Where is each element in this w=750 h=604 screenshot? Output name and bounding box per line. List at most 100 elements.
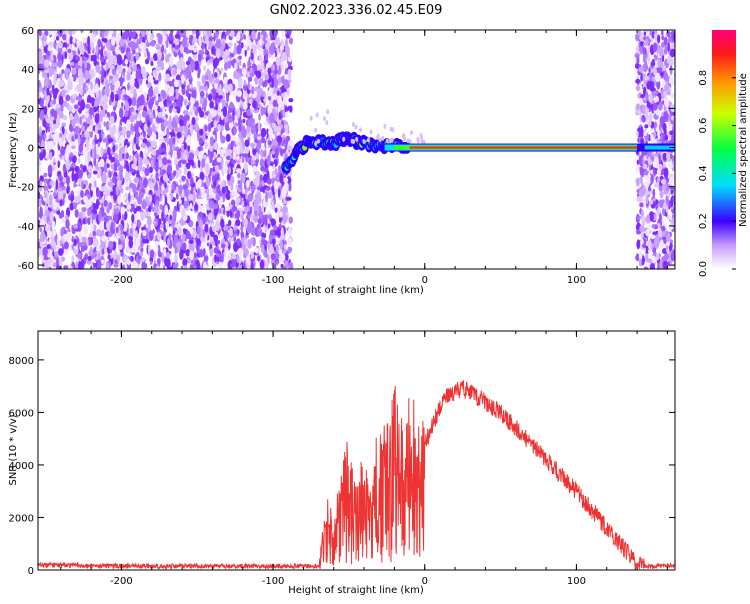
spectrogram-noise-cell (109, 65, 115, 70)
spectrogram-noise-cell (189, 263, 194, 269)
spectrogram-noise-cell (640, 73, 643, 82)
spectrogram-noise-cell (226, 93, 230, 103)
spectrogram-noise-cell (658, 163, 663, 171)
spectrogram-noise-cell (190, 60, 195, 71)
spectrogram-noise-cell (192, 30, 195, 36)
spectrogram-noise-cell (52, 98, 57, 105)
spectrogram-noise-cell (638, 83, 643, 93)
spectrogram-noise-cell (63, 241, 69, 250)
spectrogram-noise-cell (227, 149, 233, 155)
spectrogram-noise-cell (240, 237, 245, 245)
spectrogram-noise-cell (663, 36, 668, 46)
spectrogram-noise-cell (80, 163, 84, 169)
spectrogram-noise-cell (187, 111, 193, 116)
spectrogram-noise-cell (116, 254, 120, 263)
spectrogram-noise-cell (46, 140, 51, 152)
spectrogram-noise-cell (64, 51, 68, 60)
spectrogram-noise-cell (99, 158, 105, 168)
spectrogram-noise-cell (94, 83, 99, 93)
spectrogram-noise-cell (158, 159, 163, 167)
spectrogram-noise-cell (668, 59, 674, 66)
spectrogram-noise-cell (114, 93, 119, 103)
spectrogram-noise-cell (94, 180, 97, 188)
spectrogram-noise-cell (156, 257, 161, 265)
spectrogram-noise-cell (81, 207, 87, 212)
spectrogram-noise-cell (284, 153, 288, 160)
spectrogram-noise-cell (221, 186, 226, 194)
spectrogram-noise-cell (43, 133, 47, 139)
spectrogram-noise-cell (668, 162, 673, 169)
spectrogram-noise-cell (186, 60, 190, 66)
spectrogram-noise-cell (68, 171, 72, 177)
spectrogram-noise-cell (108, 231, 113, 237)
spectrogram-noise-cell (77, 242, 84, 248)
spectrogram-noise-cell (233, 127, 236, 135)
spectrogram-noise-cell (244, 200, 248, 207)
spectrogram-noise-cell (152, 133, 157, 141)
spectrogram-noise-cell (93, 210, 96, 215)
spectrogram-noise-cell (650, 174, 654, 184)
spectrogram-noise-cell (59, 111, 64, 119)
spectrogram-noise-cell (243, 262, 246, 269)
spectrogram-noise-cell (88, 107, 95, 116)
spectrogram-noise-cell (213, 142, 219, 150)
spectrogram-noise-cell (217, 145, 221, 151)
spectrogram-noise-cell (204, 141, 208, 150)
spectrogram-noise-cell (188, 220, 194, 228)
spectrogram-noise-cell (244, 139, 250, 148)
spectrogram-noise-cell (130, 31, 136, 39)
spectrogram-noise-cell (222, 146, 227, 155)
spectrogram-noise-cell (182, 258, 188, 267)
spectrogram-noise-cell (279, 253, 286, 263)
spectrogram-noise-cell (660, 133, 663, 144)
spectrogram-noise-cell (185, 67, 191, 78)
spectrogram-noise-cell (658, 46, 664, 57)
spectrogram-noise-cell (141, 30, 146, 37)
spectrogram-noise-cell (38, 191, 41, 201)
spectrogram-noise-cell (246, 255, 251, 266)
spectrogram-noise-cell (189, 250, 195, 261)
spectrogram-noise-cell (125, 144, 128, 155)
spectrogram-noise-cell (205, 176, 210, 188)
spectrogram-noise-cell (104, 218, 109, 223)
spectrogram-noise-cell (213, 234, 219, 242)
spectrogram-noise-cell (110, 191, 115, 196)
spectrogram-noise-cell (132, 49, 136, 55)
spectrogram-noise-cell (80, 189, 84, 199)
spectrogram-noise-cell (642, 63, 649, 72)
spectrogram-noise-cell (39, 175, 44, 183)
spectrogram-noise-cell (205, 92, 209, 99)
spectrogram-noise-cell (115, 48, 120, 55)
spectrogram-noise-cell (62, 47, 67, 52)
spectrogram-noise-cell (59, 199, 63, 207)
spectrogram-noise-cell (188, 152, 194, 161)
spectrogram-noise-cell (49, 127, 54, 133)
spectrogram-noise-cell (261, 106, 264, 116)
spectrogram-noise-cell (85, 138, 90, 150)
spectrogram-noise-cell (79, 116, 82, 126)
spectrogram-noise-cell (51, 117, 54, 123)
spectrogram-noise-cell (655, 95, 659, 104)
spectrogram-noise-cell (93, 156, 97, 167)
spectrogram-noise-cell (141, 188, 145, 193)
spectrogram-noise-cell (155, 265, 160, 269)
spectrogram-noise-cell (228, 219, 232, 227)
spectrogram-noise-cell (151, 140, 157, 149)
spectrogram-noise-cell (274, 207, 278, 213)
spectrogram-noise-cell (646, 81, 652, 90)
spectrogram-noise-cell (187, 144, 191, 152)
spectrogram-noise-cell (166, 159, 172, 164)
spectrogram-noise-cell (147, 51, 151, 62)
spectrogram-noise-cell (43, 172, 48, 178)
spectrogram-noise-cell (241, 50, 244, 55)
spectrogram-noise-cell (277, 188, 281, 198)
spectrogram-noise-cell (233, 30, 238, 35)
spectrogram-noise-cell (138, 86, 143, 94)
spectrogram-noise-cell (651, 224, 656, 229)
spectrogram-noise-cell (288, 182, 292, 192)
spectrogram-noise-cell (218, 30, 222, 34)
spectrogram-noise-cell (243, 153, 249, 158)
spectrogram-noise-cell (661, 35, 665, 41)
spectrogram-noise-cell (100, 191, 104, 198)
spectrogram-noise-cell (177, 226, 182, 236)
